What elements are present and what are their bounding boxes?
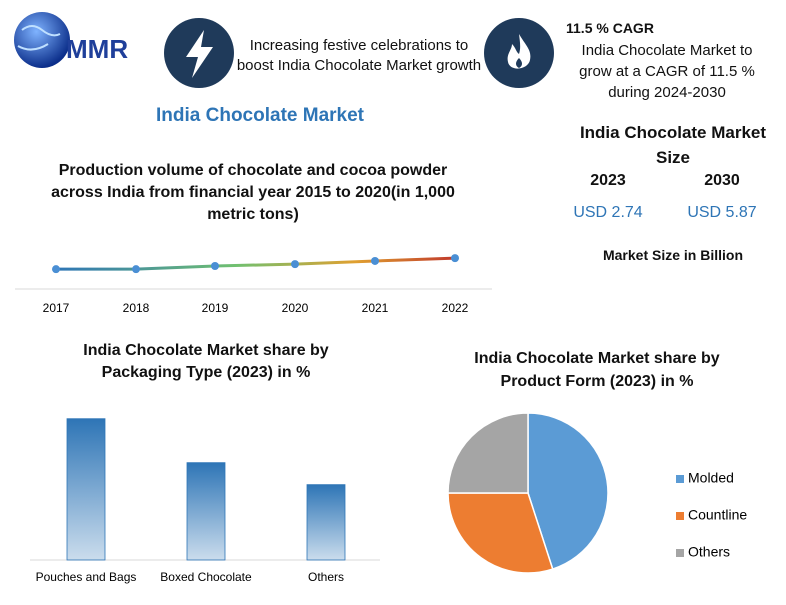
x-tick-label: Others	[308, 570, 344, 584]
bar	[66, 418, 106, 561]
x-tick-label: 2017	[43, 301, 70, 315]
x-tick-label: Boxed Chocolate	[160, 570, 252, 584]
x-tick-label: 2020	[282, 301, 309, 315]
legend-swatch	[676, 475, 684, 483]
year: 2023	[590, 172, 626, 189]
pie-slice	[447, 412, 529, 494]
x-tick-label: 2018	[123, 301, 150, 315]
market-value: USD 2.74	[573, 204, 643, 221]
cagr-text: India Chocolate Market to grow at a CAGR…	[579, 42, 755, 101]
legend-swatch	[676, 512, 684, 520]
marker	[52, 265, 60, 274]
logo: MMR	[14, 12, 128, 68]
x-tick-label: Pouches and Bags	[36, 570, 137, 584]
legend-label: Countline	[688, 507, 747, 523]
market-size-title: India Chocolate Market Size	[579, 123, 767, 167]
icon-flame	[484, 18, 554, 88]
pie-slice	[527, 412, 609, 571]
year: 2030	[704, 172, 740, 189]
market-note: Market Size in Billion	[602, 247, 744, 263]
legend-label: Molded	[688, 470, 734, 486]
cagr-title: 11.5 % CAGR	[566, 20, 654, 36]
main-title: India Chocolate Market	[156, 105, 364, 126]
marker	[132, 265, 140, 274]
legend-label: Others	[688, 544, 730, 560]
bar	[306, 484, 346, 561]
x-tick-label: 2022	[442, 301, 469, 315]
icon-bolt	[164, 18, 234, 88]
chart-title: India Chocolate Market share by Product …	[474, 350, 720, 390]
chart-title: India Chocolate Market share by Packagin…	[83, 342, 329, 381]
marker	[451, 254, 459, 263]
x-tick-label: 2019	[202, 301, 229, 315]
marker	[291, 260, 299, 269]
bar	[186, 462, 226, 561]
chart-title: Production volume of chocolate and cocoa…	[51, 162, 455, 223]
marker	[371, 256, 379, 265]
pie-slice	[447, 492, 554, 574]
marker	[211, 262, 219, 271]
legend-swatch	[676, 549, 684, 557]
line	[56, 256, 456, 271]
feature-text: Increasing festive celebrations to boost…	[236, 37, 482, 74]
x-tick-label: 2021	[362, 301, 389, 315]
market-value: USD 5.87	[687, 204, 757, 221]
logo-text: MMR	[66, 34, 128, 64]
